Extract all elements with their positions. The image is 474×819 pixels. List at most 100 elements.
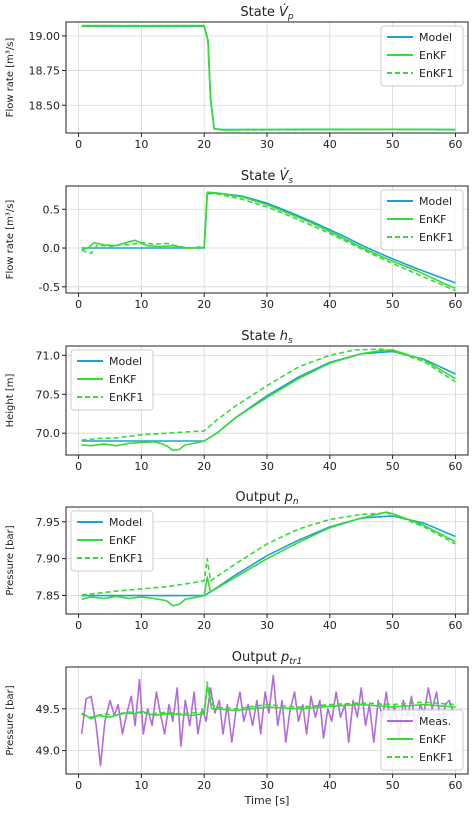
x-tick-label: 30: [260, 779, 274, 792]
series-group: [81, 24, 456, 131]
x-tick-label: 40: [323, 619, 337, 632]
series-line-enkf1: [81, 25, 456, 131]
x-tick-label: 20: [197, 460, 211, 473]
series-group: [81, 511, 456, 607]
legend-label: Model: [419, 31, 452, 44]
legend-label: EnKF: [109, 373, 136, 386]
x-tick-label: 10: [134, 619, 148, 632]
x-tick-label: 20: [197, 779, 211, 792]
series-line-enkf1: [81, 348, 456, 441]
x-tick-label: 30: [260, 619, 274, 632]
x-tick-label: 50: [386, 619, 400, 632]
legend: Model EnKF EnKF1: [380, 189, 464, 251]
y-tick-label: -0.5: [39, 281, 60, 294]
series-line-enkf1: [81, 681, 456, 719]
legend: Model EnKF EnKF1: [70, 510, 154, 572]
legend-label: EnKF1: [109, 391, 143, 404]
y-tick-label: 70.0: [36, 427, 61, 440]
x-tick-label: 20: [197, 138, 211, 151]
y-tick-label: 71.0: [36, 349, 61, 362]
legend-box: [380, 189, 464, 251]
series-line-model: [81, 192, 456, 284]
y-tick-label: 7.95: [36, 516, 61, 529]
x-tick-label: 10: [134, 138, 148, 151]
y-tick-label: 70.5: [36, 388, 61, 401]
series-group: [81, 191, 456, 292]
x-tick-label: 50: [386, 298, 400, 311]
x-tick-label: 40: [323, 779, 337, 792]
x-tick-label: 30: [260, 298, 274, 311]
panel-title: State V̇s: [241, 169, 293, 186]
legend-label: EnKF: [419, 733, 446, 746]
series-line-enkf: [81, 511, 456, 607]
series-group: [81, 348, 456, 452]
y-axis-label: Flow rate [m³/s]: [5, 38, 16, 118]
legend-box: [380, 25, 464, 87]
series-line-enkf1: [81, 191, 456, 292]
legend: Meas. EnKF EnKF1: [380, 709, 464, 771]
x-tick-label: 60: [448, 298, 462, 311]
x-tick-label: 10: [134, 298, 148, 311]
y-tick-label: 18.75: [29, 65, 61, 78]
panel-1: 0 10 20 30 40 50 60 18.50 18.75 19.00 State V̇p Flo…: [5, 5, 469, 151]
y-tick-label: 19.00: [29, 30, 61, 43]
x-tick-label: 40: [323, 460, 337, 473]
panel-4: 0 10 20 30 40 50 60 7.85 7.90 7.95 Output pn Pressu…: [5, 490, 469, 632]
series-line-enkf: [81, 684, 456, 720]
x-tick-label: 40: [323, 298, 337, 311]
x-tick-label: 60: [448, 619, 462, 632]
y-tick-label: 7.90: [36, 553, 61, 566]
x-tick-label: 60: [448, 138, 462, 151]
panel-2: 0 10 20 30 40 50 60 -0.5 0.0 0.5 State V̇s Flow rat…: [5, 169, 469, 311]
x-tick-label: 0: [75, 138, 82, 151]
legend-label: Model: [109, 355, 142, 368]
x-tick-label: 20: [197, 298, 211, 311]
panel-title: Output pn: [235, 490, 299, 507]
panel-title: State hs: [241, 329, 293, 346]
x-tick-label: 60: [448, 779, 462, 792]
legend-label: EnKF: [419, 213, 446, 226]
y-tick-label: 18.50: [29, 99, 61, 112]
legend-box: [70, 349, 154, 411]
panel-5: 0 10 20 30 40 50 60 49.0 49.5 Output ptr1 Pressure…: [5, 650, 469, 807]
y-tick-label: 49.0: [36, 745, 61, 758]
y-axis-label: Pressure [bar]: [5, 525, 16, 595]
x-axis-label: Time [s]: [244, 794, 290, 807]
y-tick-label: 7.85: [36, 590, 61, 603]
x-tick-label: 0: [75, 619, 82, 632]
series-line-enkf: [81, 349, 456, 452]
legend-label: EnKF1: [109, 552, 143, 565]
legend-label: EnKF1: [419, 751, 453, 764]
y-tick-label: 0.0: [43, 242, 61, 255]
y-axis-label: Height [m]: [5, 374, 16, 428]
legend: Model EnKF EnKF1: [380, 25, 464, 87]
panel-title: State V̇p: [240, 5, 293, 22]
legend-label: EnKF1: [419, 231, 453, 244]
series-line-enkf1: [81, 512, 456, 596]
x-tick-label: 50: [386, 138, 400, 151]
x-tick-label: 0: [75, 460, 82, 473]
x-tick-label: 0: [75, 779, 82, 792]
legend-label: EnKF: [109, 534, 136, 547]
x-tick-label: 10: [134, 460, 148, 473]
y-tick-label: 0.5: [43, 203, 61, 216]
legend-box: [380, 709, 464, 771]
x-tick-label: 20: [197, 619, 211, 632]
legend-label: Model: [419, 195, 452, 208]
x-tick-label: 50: [386, 779, 400, 792]
x-tick-label: 40: [323, 138, 337, 151]
x-tick-label: 60: [448, 460, 462, 473]
x-tick-label: 30: [260, 138, 274, 151]
x-tick-label: 0: [75, 298, 82, 311]
legend-label: Model: [109, 516, 142, 529]
legend-label: EnKF1: [419, 67, 453, 80]
x-tick-label: 50: [386, 460, 400, 473]
legend-label: EnKF: [419, 49, 446, 62]
legend-label: Meas.: [419, 715, 451, 728]
y-axis-label: Pressure [bar]: [5, 685, 16, 755]
y-tick-label: 49.5: [36, 703, 61, 716]
panel-title: Output ptr1: [232, 650, 303, 667]
legend: Model EnKF EnKF1: [70, 349, 154, 411]
y-axis-label: Flow rate [m³/s]: [5, 200, 16, 280]
